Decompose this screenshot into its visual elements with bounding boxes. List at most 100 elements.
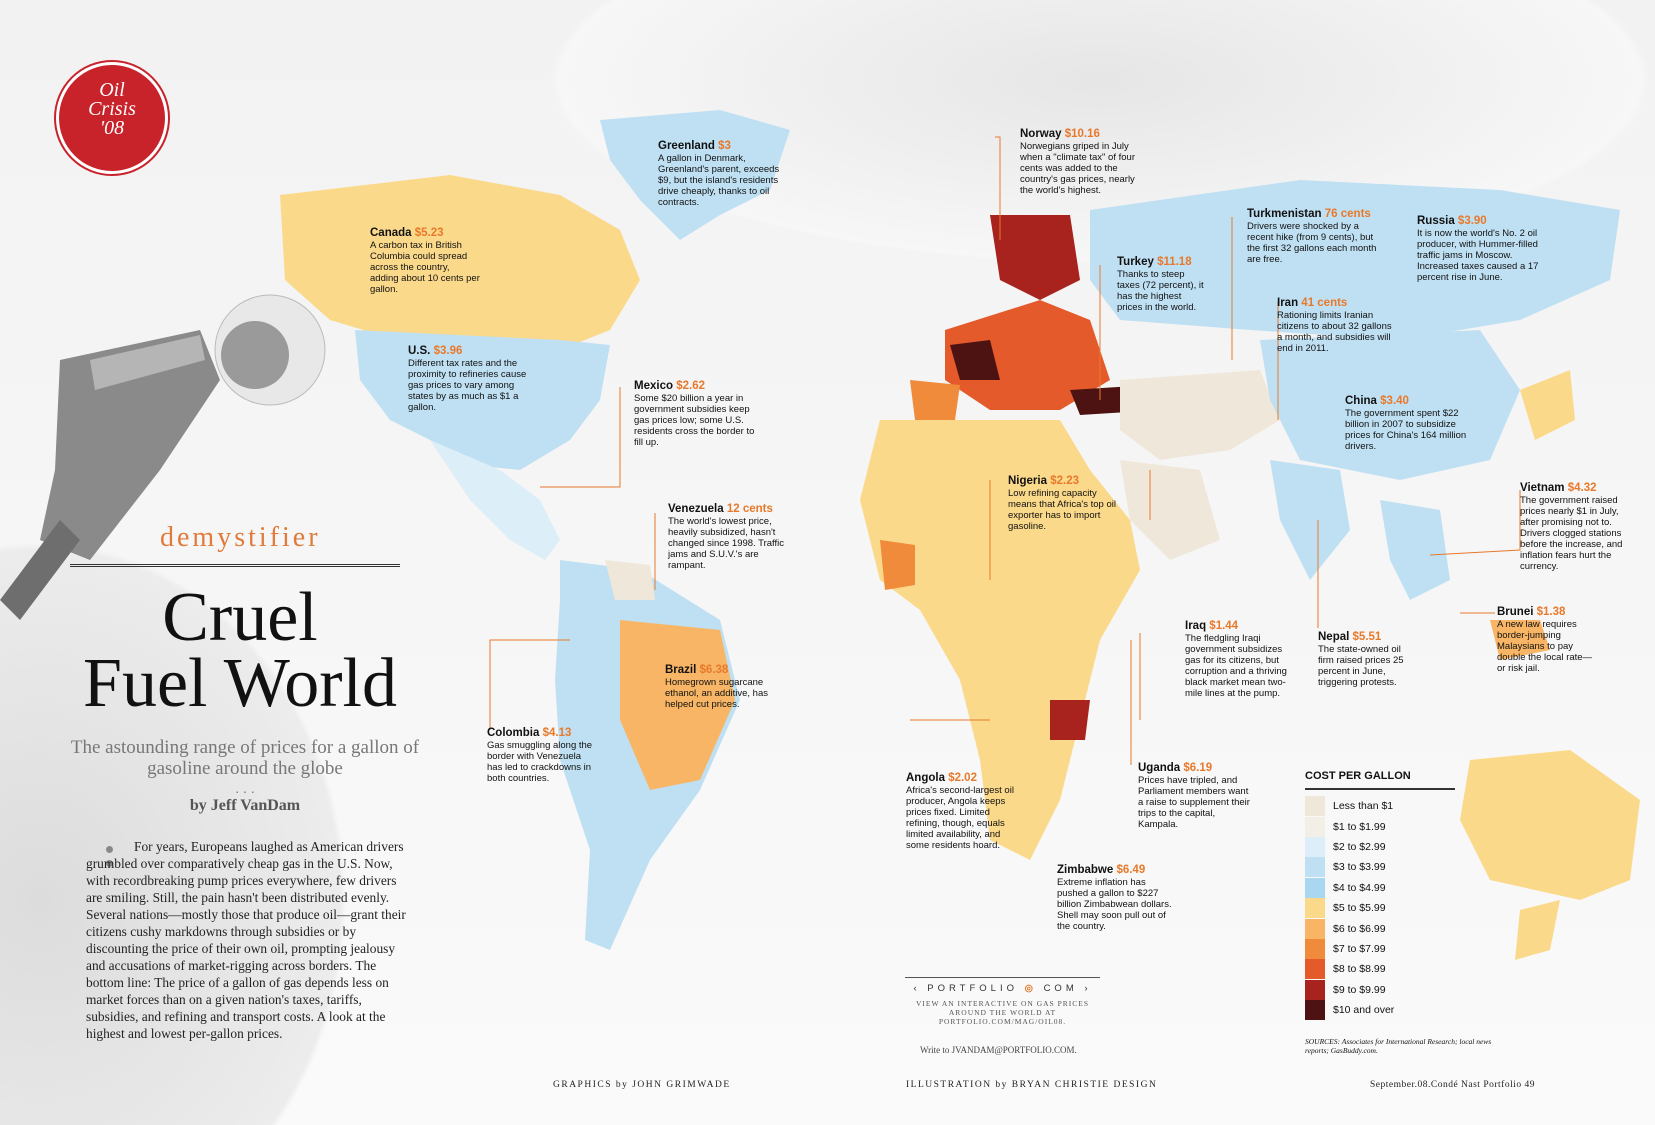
legend-row: $2 to $2.99 <box>1305 836 1455 857</box>
region-mexico <box>430 440 560 560</box>
callout-text: Norwegians griped in July when a "climat… <box>1020 141 1135 196</box>
callout-price: $5.51 <box>1352 631 1382 643</box>
callout-price: $4.13 <box>542 727 572 739</box>
callout-nigeria: Nigeria $2.23 Low refining capacity mean… <box>1008 475 1123 532</box>
legend-row: $6 to $6.99 <box>1305 918 1455 939</box>
callout-title: Iraq <box>1185 620 1207 632</box>
legend-swatch <box>1305 836 1325 857</box>
region-arabia <box>1120 460 1220 560</box>
legend-swatch <box>1305 938 1325 959</box>
legend-swatch <box>1305 918 1325 939</box>
callout-title: Norway <box>1020 128 1062 140</box>
callout-us: U.S. $3.96 Different tax rates and the p… <box>408 345 533 413</box>
callout-title: Nigeria <box>1008 475 1047 487</box>
legend-label: $8 to $8.99 <box>1333 963 1386 976</box>
region-se-asia <box>1380 500 1450 600</box>
region-india <box>1270 460 1350 580</box>
callout-title: Turkey <box>1117 256 1154 268</box>
legend-label: $1 to $1.99 <box>1333 820 1386 833</box>
callout-angola: Angola $2.02 Africa's second-largest oil… <box>906 772 1021 851</box>
footer-illustration: ILLUSTRATION by BRYAN CHRISTIE DESIGN <box>906 1080 1158 1090</box>
write-to: Write to JVANDAM@PORTFOLIO.COM. <box>920 1045 1077 1055</box>
callout-title: Brunei <box>1497 606 1534 618</box>
footer-graphics: GRAPHICS by JOHN GRIMWADE <box>553 1080 731 1090</box>
callout-title: Turkmenistan <box>1247 208 1322 220</box>
callout-price: $3.40 <box>1380 395 1409 407</box>
callout-iran: Iran 41 cents Rationing limits Iranian c… <box>1277 297 1397 354</box>
legend-swatch <box>1305 857 1325 878</box>
callout-vietnam: Vietnam $4.32 The government raised pric… <box>1520 482 1638 572</box>
callout-russia: Russia $3.90 It is now the world's No. 2… <box>1417 215 1542 283</box>
dek: The astounding range of prices for a gal… <box>70 737 420 779</box>
region-venezuela <box>605 560 655 600</box>
legend-swatch <box>1305 959 1325 980</box>
callout-greenland: Greenland $3 A gallon in Denmark, Greenl… <box>658 140 788 208</box>
callout-china: China $3.40 The government spent $22 bil… <box>1345 395 1475 452</box>
region-usa <box>355 330 610 470</box>
headline-line1: Cruel <box>162 579 318 656</box>
badge-line2: Crisis <box>88 98 136 120</box>
region-scandinavia <box>990 215 1080 300</box>
callout-text: Rationing limits Iranian citizens to abo… <box>1277 310 1392 354</box>
legend-row: $1 to $1.99 <box>1305 816 1455 837</box>
callout-text: Different tax rates and the proximity to… <box>408 358 527 413</box>
region-west-africa <box>880 540 915 590</box>
region-new-zealand <box>1515 900 1560 960</box>
callout-text: A gallon in Denmark, Greenland's parent,… <box>658 153 780 208</box>
legend-label: $7 to $7.99 <box>1333 942 1386 955</box>
callout-title: Brazil <box>665 664 697 676</box>
headline-line2: Fuel World <box>83 645 397 722</box>
callout-colombia: Colombia $4.13 Gas smuggling along the b… <box>487 727 597 784</box>
legend-row: $9 to $9.99 <box>1305 979 1455 1000</box>
callout-price: $2.23 <box>1050 475 1079 487</box>
callout-price: $10.16 <box>1064 128 1100 140</box>
callout-title: Colombia <box>487 727 540 739</box>
byline: by Jeff VanDam <box>189 797 301 814</box>
region-japan <box>1520 370 1575 440</box>
callout-price: $11.18 <box>1157 256 1192 268</box>
region-papua <box>1490 620 1550 660</box>
callout-canada: Canada $5.23 A carbon tax in British Col… <box>370 227 480 295</box>
legend-row: $8 to $8.99 <box>1305 959 1455 980</box>
callout-text: The government raised prices nearly $1 i… <box>1520 495 1623 572</box>
callout-norway: Norway $10.16 Norwegians griped in July … <box>1020 128 1145 196</box>
callout-title: Canada <box>370 227 412 239</box>
callout-mexico: Mexico $2.62 Some $20 billion a year in … <box>634 380 759 448</box>
legend-label: $5 to $5.99 <box>1333 902 1386 915</box>
callout-zimbabwe: Zimbabwe $6.49 Extreme inflation has pus… <box>1057 864 1172 932</box>
callout-price: $3.90 <box>1457 215 1487 227</box>
callout-brunei: Brunei $1.38 A new law requires border-j… <box>1497 606 1597 674</box>
callout-price: 76 cents <box>1324 208 1371 220</box>
callout-text: The government spent $22 billion in 2007… <box>1345 408 1467 452</box>
callout-price: 12 cents <box>726 503 773 515</box>
region-france <box>950 340 1000 380</box>
bullet-dots <box>106 846 113 874</box>
callout-text: A new law requires border-jumping Malays… <box>1497 619 1593 674</box>
callout-price: $1.44 <box>1209 620 1239 632</box>
legend-label: Less than $1 <box>1333 800 1394 813</box>
callout-text: Homegrown sugarcane ethanol, an additive… <box>665 677 768 710</box>
callout-title: Greenland <box>658 140 715 152</box>
callout-text: The state-owned oil firm raised prices 2… <box>1318 644 1404 688</box>
callout-text: Low refining capacity means that Africa'… <box>1008 488 1116 532</box>
gas-pump-illustration <box>0 294 326 620</box>
callout-turkey: Turkey $11.18 Thanks to steep taxes (72 … <box>1117 256 1207 313</box>
callout-text: Gas smuggling along the border with Vene… <box>487 740 593 784</box>
callout-text: Prices have tripled, and Parliament memb… <box>1138 775 1250 830</box>
region-china <box>1260 330 1520 480</box>
callout-title: Russia <box>1417 215 1455 227</box>
region-africa <box>860 420 1140 860</box>
callout-price: $2.02 <box>948 772 977 784</box>
region-greenland <box>600 110 790 240</box>
callout-uganda: Uganda $6.19 Prices have tripled, and Pa… <box>1138 762 1253 830</box>
callout-price: $6.38 <box>699 664 729 676</box>
callout-title: Iran <box>1277 297 1299 309</box>
callout-title: Venezuela <box>668 503 724 515</box>
callout-price: 41 cents <box>1301 297 1348 309</box>
region-iberia <box>910 380 960 420</box>
legend-label: $3 to $3.99 <box>1333 861 1386 874</box>
source-note: SOURCES: Associates for International Re… <box>1305 1037 1492 1055</box>
callout-title: Vietnam <box>1520 482 1565 494</box>
callout-price: $6.19 <box>1183 762 1213 774</box>
callout-price: $3.96 <box>433 345 463 357</box>
